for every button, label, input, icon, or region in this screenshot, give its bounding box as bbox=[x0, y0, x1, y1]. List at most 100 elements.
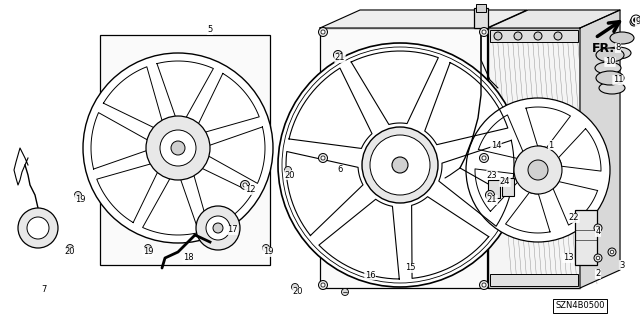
Text: 4: 4 bbox=[595, 227, 600, 236]
Circle shape bbox=[278, 43, 522, 287]
Text: 1: 1 bbox=[548, 140, 554, 150]
Circle shape bbox=[196, 206, 240, 250]
Polygon shape bbox=[553, 182, 598, 225]
Text: 21: 21 bbox=[487, 196, 497, 204]
Circle shape bbox=[514, 146, 562, 194]
Polygon shape bbox=[198, 73, 259, 133]
Polygon shape bbox=[580, 10, 620, 288]
Ellipse shape bbox=[610, 32, 634, 44]
Ellipse shape bbox=[596, 48, 624, 62]
Circle shape bbox=[319, 153, 328, 162]
Circle shape bbox=[479, 153, 488, 162]
Text: 19: 19 bbox=[75, 196, 85, 204]
Polygon shape bbox=[526, 107, 570, 148]
Circle shape bbox=[466, 98, 610, 242]
Bar bbox=[490, 274, 578, 286]
Polygon shape bbox=[193, 168, 253, 229]
Circle shape bbox=[206, 216, 230, 240]
Ellipse shape bbox=[605, 47, 631, 59]
Text: FR.: FR. bbox=[592, 42, 615, 55]
Polygon shape bbox=[157, 61, 213, 119]
Polygon shape bbox=[506, 192, 550, 233]
Text: 3: 3 bbox=[620, 261, 625, 270]
Bar bbox=[474, 8, 488, 28]
Circle shape bbox=[241, 181, 250, 189]
Text: 12: 12 bbox=[244, 186, 255, 195]
Circle shape bbox=[610, 250, 614, 254]
Circle shape bbox=[488, 193, 492, 197]
Text: 14: 14 bbox=[491, 140, 501, 150]
Bar bbox=[100, 35, 270, 265]
Circle shape bbox=[145, 244, 152, 251]
Text: 20: 20 bbox=[65, 248, 76, 256]
Polygon shape bbox=[412, 197, 489, 278]
Bar bbox=[502, 178, 514, 196]
Bar bbox=[320, 28, 487, 288]
Circle shape bbox=[243, 183, 247, 187]
Polygon shape bbox=[439, 140, 514, 226]
Circle shape bbox=[83, 53, 273, 243]
Circle shape bbox=[534, 32, 542, 40]
Circle shape bbox=[321, 283, 325, 287]
Polygon shape bbox=[319, 199, 399, 279]
Text: 8: 8 bbox=[615, 43, 621, 53]
Text: 21: 21 bbox=[335, 54, 345, 63]
Circle shape bbox=[596, 256, 600, 260]
Circle shape bbox=[18, 208, 58, 248]
Polygon shape bbox=[475, 169, 517, 211]
Circle shape bbox=[213, 223, 223, 233]
Circle shape bbox=[285, 167, 291, 174]
Circle shape bbox=[321, 30, 325, 34]
Circle shape bbox=[528, 160, 548, 180]
Circle shape bbox=[362, 127, 438, 203]
Bar bbox=[575, 210, 597, 265]
Polygon shape bbox=[286, 152, 363, 235]
Circle shape bbox=[494, 32, 502, 40]
Polygon shape bbox=[104, 67, 163, 128]
Text: 18: 18 bbox=[182, 254, 193, 263]
Polygon shape bbox=[143, 177, 199, 235]
Text: SZN4B0500: SZN4B0500 bbox=[556, 301, 605, 310]
Circle shape bbox=[319, 280, 328, 290]
Bar bbox=[476, 4, 486, 12]
Text: 22: 22 bbox=[569, 213, 579, 222]
Text: 23: 23 bbox=[486, 170, 497, 180]
Text: 16: 16 bbox=[365, 271, 375, 279]
Text: 13: 13 bbox=[563, 254, 573, 263]
Circle shape bbox=[74, 191, 81, 198]
Circle shape bbox=[482, 30, 486, 34]
Polygon shape bbox=[320, 10, 527, 28]
Ellipse shape bbox=[596, 71, 624, 85]
Circle shape bbox=[634, 18, 639, 23]
Text: 9: 9 bbox=[636, 18, 640, 26]
Ellipse shape bbox=[599, 82, 625, 94]
Circle shape bbox=[160, 130, 196, 166]
Text: 2: 2 bbox=[595, 270, 600, 278]
Circle shape bbox=[321, 156, 325, 160]
Circle shape bbox=[632, 20, 636, 24]
Ellipse shape bbox=[595, 62, 621, 74]
Text: 10: 10 bbox=[605, 57, 615, 66]
Bar bbox=[488, 28, 580, 288]
Circle shape bbox=[630, 18, 638, 26]
Polygon shape bbox=[91, 113, 149, 169]
Circle shape bbox=[554, 32, 562, 40]
Polygon shape bbox=[289, 68, 372, 148]
Polygon shape bbox=[488, 10, 620, 28]
Circle shape bbox=[482, 156, 486, 160]
Bar bbox=[488, 180, 500, 198]
Text: 17: 17 bbox=[227, 226, 237, 234]
Circle shape bbox=[291, 284, 298, 291]
Polygon shape bbox=[479, 115, 523, 158]
Circle shape bbox=[482, 283, 486, 287]
Circle shape bbox=[594, 224, 602, 232]
Circle shape bbox=[67, 244, 74, 251]
Circle shape bbox=[27, 217, 49, 239]
Circle shape bbox=[171, 141, 185, 155]
Circle shape bbox=[594, 254, 602, 262]
Text: 5: 5 bbox=[207, 26, 212, 34]
Circle shape bbox=[319, 27, 328, 36]
Text: 20: 20 bbox=[285, 170, 295, 180]
Circle shape bbox=[342, 288, 349, 295]
Circle shape bbox=[608, 248, 616, 256]
